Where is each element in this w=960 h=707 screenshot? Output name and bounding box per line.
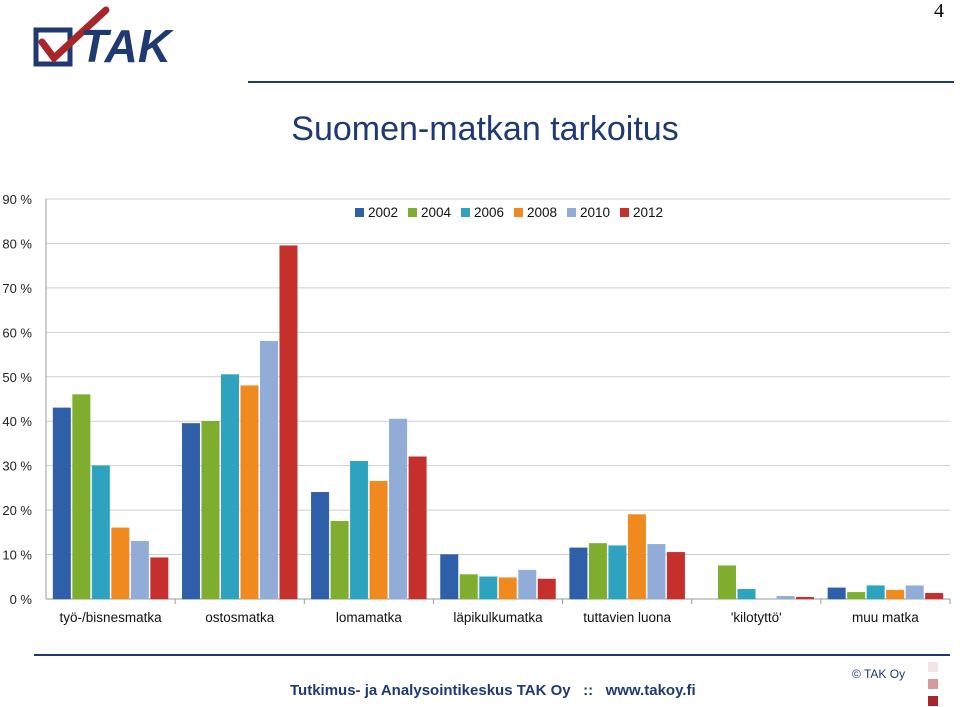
footer-text: Tutkimus- ja Analysointikeskus TAK Oy ::… (290, 682, 696, 699)
x-tick-label: työ-/bisnesmatka (60, 610, 163, 625)
y-tick-label: 50 % (2, 370, 32, 385)
header-rule (248, 81, 954, 83)
bar-shade-2012 (150, 557, 169, 599)
bar-shade-2002 (182, 423, 200, 599)
bar-shade-2008 (240, 385, 259, 599)
legend-swatch-2008 (514, 208, 523, 217)
bar-shade-2012 (408, 456, 427, 599)
bar-shade-2002 (311, 492, 329, 599)
bar-shade-2012 (796, 597, 814, 599)
svg-text:TAK: TAK (80, 20, 174, 72)
y-tick-label: 20 % (2, 503, 32, 518)
bar-shade-2004 (201, 421, 220, 599)
bar-shade-2010 (647, 544, 666, 599)
bar-shade-2004 (589, 543, 607, 599)
y-tick-label: 90 % (2, 192, 32, 207)
legend-label: 2010 (580, 205, 610, 220)
bar-chart: 0 % 10 % 20 % 30 % 40 % 50 % 60 % 70 % 80 % 90 % t… (2, 192, 951, 625)
bar-shade-2006 (866, 585, 885, 599)
x-tick-label: muu matka (852, 610, 919, 625)
bar-shade-2010 (260, 341, 278, 599)
bar-shade-2004 (330, 521, 349, 599)
bar-shade-2006 (92, 465, 110, 599)
legend-label: 2008 (527, 205, 557, 220)
x-tick-label: läpikulkumatka (453, 610, 543, 625)
y-tick-label: 60 % (2, 325, 32, 340)
decor-square-light (928, 662, 938, 672)
y-tick-label: 40 % (2, 414, 32, 429)
y-tick-label: 10 % (2, 548, 32, 563)
bar-shade-2004 (460, 574, 478, 599)
footer-rule (34, 654, 950, 656)
bar-shade-2010 (518, 570, 536, 599)
legend-swatch-2012 (620, 208, 629, 217)
bar-shade-2012 (538, 579, 556, 599)
legend-swatch-2004 (408, 208, 417, 217)
bar-shade-2004 (847, 592, 865, 599)
x-tick-label: lomamatka (336, 610, 403, 625)
bar-shade-2004 (718, 565, 736, 599)
page-title: Suomen-matkan tarkoitus (291, 110, 679, 148)
y-tick-label: 30 % (2, 459, 32, 474)
bar-shade-2012 (667, 552, 685, 599)
tak-logo: TAK (33, 6, 174, 72)
decor-square-mid (928, 679, 938, 689)
bar-shade-2002 (827, 587, 846, 599)
bar-shade-2006 (737, 589, 756, 599)
legend-swatch-2010 (567, 208, 576, 217)
legend-label: 2006 (474, 205, 504, 220)
bar-shade-2006 (350, 461, 368, 599)
x-tick-label: tuttavien luona (583, 610, 671, 625)
bar-shade-2012 (279, 245, 298, 599)
y-tick-label: 0 % (10, 592, 33, 607)
decor-square-dark (928, 696, 938, 706)
bar-shade-2010 (389, 419, 407, 599)
x-tick-label: ostosmatka (205, 610, 275, 625)
x-tick-label: 'kilotyttö' (731, 610, 782, 625)
legend-label: 2012 (633, 205, 663, 220)
bar-shade-2004 (72, 394, 91, 599)
bar-shade-2012 (925, 593, 943, 599)
bar-shade-2010 (131, 541, 149, 599)
legend-label: 2002 (368, 205, 398, 220)
bar-shade-2008 (369, 481, 388, 599)
page-number: 4 (934, 0, 944, 22)
legend-label: 2004 (421, 205, 452, 220)
bar-shade-2010 (905, 585, 924, 599)
bar-shade-2008 (499, 577, 517, 599)
bar-shade-2006 (479, 576, 497, 599)
bar-shade-2008 (628, 514, 646, 599)
legend-swatch-2002 (355, 208, 364, 217)
bar-shade-2006 (221, 374, 239, 599)
bar-shade-2002 (53, 407, 71, 599)
bar-shade-2008 (886, 590, 904, 599)
bar-shade-2006 (608, 545, 627, 599)
bar-shade-2010 (776, 596, 795, 599)
bar-shade-2008 (111, 527, 130, 599)
bar-shade-2002 (569, 547, 588, 599)
legend-swatch-2006 (461, 208, 470, 217)
copyright-text: © TAK Oy (852, 667, 906, 681)
y-tick-label: 70 % (2, 281, 32, 296)
y-tick-label: 80 % (2, 236, 32, 251)
bar-shade-2002 (440, 554, 458, 599)
